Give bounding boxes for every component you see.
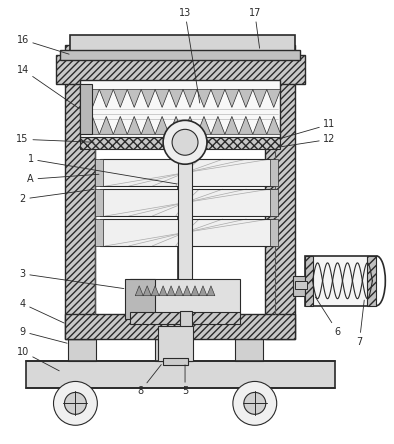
Polygon shape — [191, 286, 199, 296]
Bar — [178, 142, 192, 313]
Bar — [293, 276, 305, 296]
Bar — [130, 312, 240, 324]
Text: 15: 15 — [17, 134, 94, 144]
Text: 5: 5 — [182, 365, 188, 396]
Polygon shape — [239, 116, 253, 135]
Polygon shape — [267, 116, 281, 135]
Polygon shape — [169, 90, 183, 107]
Text: 13: 13 — [179, 8, 200, 103]
Bar — [305, 256, 376, 306]
Text: 1: 1 — [28, 154, 177, 184]
Polygon shape — [127, 116, 141, 135]
Circle shape — [65, 392, 86, 414]
Polygon shape — [167, 286, 175, 296]
Bar — [305, 256, 312, 306]
Polygon shape — [253, 90, 267, 107]
Polygon shape — [225, 116, 239, 135]
Circle shape — [244, 392, 266, 414]
Polygon shape — [267, 90, 281, 107]
Polygon shape — [113, 116, 127, 135]
Bar — [367, 256, 376, 306]
Polygon shape — [155, 90, 169, 107]
Bar — [80, 84, 92, 135]
Polygon shape — [175, 286, 183, 296]
Circle shape — [172, 129, 198, 155]
Bar — [180, 311, 192, 361]
Polygon shape — [113, 90, 127, 107]
Polygon shape — [151, 286, 159, 296]
Text: 10: 10 — [17, 346, 59, 371]
Polygon shape — [183, 116, 197, 135]
Text: 16: 16 — [17, 35, 69, 54]
Polygon shape — [199, 286, 207, 296]
Bar — [130, 279, 240, 313]
Polygon shape — [155, 116, 169, 135]
Bar — [235, 339, 263, 361]
Polygon shape — [135, 286, 143, 296]
Polygon shape — [99, 116, 113, 135]
Text: 11: 11 — [279, 119, 336, 139]
Polygon shape — [211, 90, 225, 107]
Polygon shape — [169, 116, 183, 135]
Text: 12: 12 — [279, 134, 336, 147]
Circle shape — [233, 381, 277, 425]
Polygon shape — [159, 286, 167, 296]
Circle shape — [163, 120, 207, 164]
Bar — [270, 159, 278, 186]
Polygon shape — [85, 90, 99, 107]
Polygon shape — [85, 116, 99, 135]
Bar — [100, 219, 275, 246]
Bar — [95, 189, 103, 216]
Text: 2: 2 — [19, 189, 94, 204]
Polygon shape — [183, 90, 197, 107]
Bar — [71, 35, 295, 55]
Bar — [295, 281, 307, 289]
Bar — [247, 384, 263, 392]
Polygon shape — [197, 90, 211, 107]
Bar — [67, 384, 84, 392]
Text: 3: 3 — [20, 269, 124, 289]
Polygon shape — [211, 116, 225, 135]
Polygon shape — [127, 90, 141, 107]
Bar — [65, 313, 295, 339]
Bar — [100, 159, 275, 186]
Polygon shape — [253, 116, 267, 135]
Polygon shape — [183, 286, 191, 296]
Bar — [69, 339, 97, 361]
Text: 9: 9 — [20, 327, 67, 343]
Bar — [80, 79, 280, 139]
Bar — [95, 159, 103, 186]
Polygon shape — [197, 116, 211, 135]
Text: 7: 7 — [356, 300, 364, 347]
Text: 6: 6 — [315, 297, 340, 337]
Bar — [56, 55, 305, 84]
Bar — [270, 189, 278, 216]
Circle shape — [54, 381, 97, 425]
Polygon shape — [207, 286, 215, 296]
Bar — [265, 45, 295, 339]
Polygon shape — [99, 90, 113, 107]
Polygon shape — [225, 90, 239, 107]
Bar — [158, 325, 193, 361]
Bar — [80, 137, 280, 149]
Text: 14: 14 — [17, 64, 79, 109]
Bar — [65, 45, 95, 339]
Bar — [95, 219, 103, 246]
Polygon shape — [141, 116, 155, 135]
Text: 17: 17 — [249, 8, 261, 48]
Bar — [26, 361, 335, 388]
Text: 4: 4 — [20, 299, 64, 323]
Text: 8: 8 — [137, 365, 161, 396]
Bar — [61, 50, 299, 59]
Bar — [100, 189, 275, 216]
Bar — [125, 279, 155, 319]
Polygon shape — [143, 286, 151, 296]
Bar — [155, 339, 183, 361]
Polygon shape — [239, 90, 253, 107]
Bar — [270, 219, 278, 246]
Bar — [163, 357, 188, 365]
Text: A: A — [27, 174, 99, 184]
Polygon shape — [141, 90, 155, 107]
